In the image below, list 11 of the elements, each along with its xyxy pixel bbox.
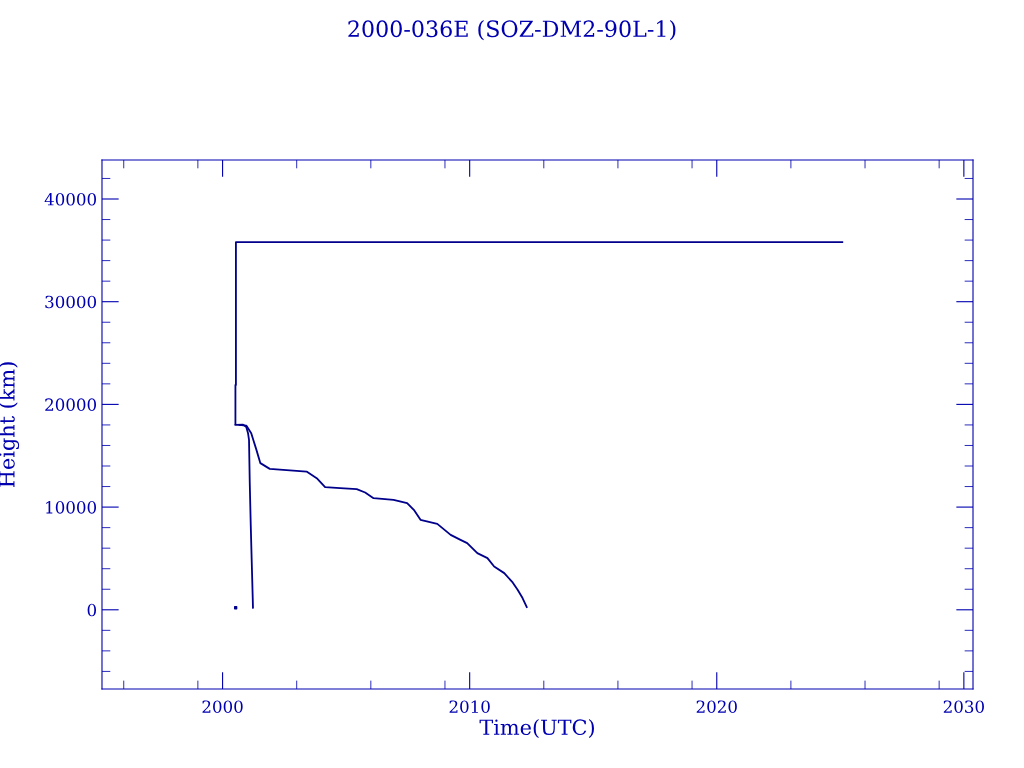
y-tick-label: 10000 (46, 501, 97, 514)
x-tick-label: 2020 (696, 700, 737, 713)
y-tick-label: 0 (87, 603, 97, 617)
x-tick-label: 2000 (202, 700, 243, 713)
x-tick-label: 2030 (943, 700, 984, 713)
x-axis-title: Time(UTC) (479, 718, 594, 739)
chart-title: 2000-036E (SOZ-DM2-90L-1) (348, 19, 676, 41)
y-tick-label: 40000 (44, 192, 97, 206)
x-tick-label: 2010 (449, 700, 490, 713)
y-tick-label: 20000 (45, 398, 97, 411)
y-tick-label: 30000 (45, 295, 97, 309)
